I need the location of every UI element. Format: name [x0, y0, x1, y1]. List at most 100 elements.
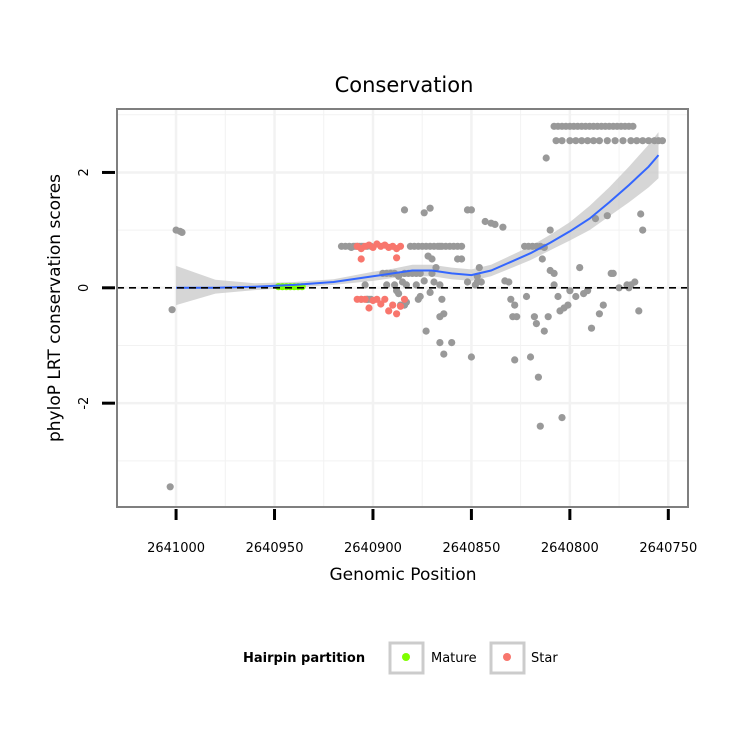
legend-key-mature	[388, 641, 425, 675]
point-star	[393, 310, 401, 318]
point-other	[426, 204, 434, 212]
legend-star-dot	[503, 653, 511, 661]
point-other	[178, 228, 186, 236]
point-other	[627, 137, 635, 145]
point-other	[637, 210, 645, 218]
point-other	[609, 269, 617, 277]
point-other	[550, 281, 558, 289]
point-star	[357, 255, 365, 263]
legend: Hairpin partition Mature Star	[243, 641, 558, 675]
point-other	[458, 242, 466, 250]
point-other	[428, 255, 436, 263]
point-other	[639, 137, 647, 145]
point-star	[385, 307, 393, 315]
point-other	[511, 301, 519, 309]
legend-label-mature: Mature	[431, 651, 477, 666]
point-other	[475, 264, 483, 272]
point-other	[645, 137, 653, 145]
x-tick-label: 2640850	[442, 541, 500, 556]
point-other	[595, 137, 604, 145]
point-other	[572, 292, 580, 301]
point-other	[395, 290, 403, 298]
point-other	[603, 212, 611, 220]
point-other	[635, 307, 643, 315]
point-other	[416, 269, 424, 277]
point-other	[526, 353, 535, 361]
point-other	[538, 255, 546, 263]
point-other	[491, 220, 499, 228]
legend-mature-dot	[402, 653, 410, 661]
point-other	[591, 215, 600, 223]
y-tick-label: 2	[77, 168, 92, 176]
legend-title: Hairpin partition	[243, 651, 365, 666]
point-other	[412, 281, 420, 289]
point-other	[505, 278, 513, 286]
point-other	[536, 422, 544, 430]
point-other	[558, 137, 566, 145]
point-other	[546, 226, 554, 234]
point-other	[554, 292, 562, 301]
point-other	[438, 295, 446, 303]
point-star	[365, 304, 373, 312]
x-tick-label: 2640900	[344, 541, 402, 556]
x-tick-label: 2640800	[541, 541, 599, 556]
chart-title: Conservation	[335, 73, 474, 97]
point-other	[572, 137, 580, 145]
point-other	[522, 292, 531, 301]
point-other	[414, 295, 422, 303]
x-tick-label: 2640750	[639, 541, 697, 556]
point-other	[542, 154, 550, 162]
point-other	[540, 327, 548, 335]
point-star	[389, 301, 397, 309]
point-other	[633, 137, 641, 145]
x-tick-label: 2640950	[246, 541, 304, 556]
point-other	[558, 414, 566, 422]
point-other	[534, 373, 543, 381]
x-axis-title: Genomic Position	[329, 565, 476, 585]
point-other	[619, 137, 627, 145]
legend-label-star: Star	[531, 651, 558, 666]
point-other	[467, 206, 475, 214]
y-axis-title: phyloP LRT conservation scores	[45, 174, 65, 442]
point-other	[471, 281, 479, 289]
point-other	[595, 310, 604, 318]
point-other	[530, 313, 539, 321]
smooth-line	[176, 154, 660, 289]
point-other	[440, 310, 448, 318]
y-axis: -2 0 2	[77, 168, 115, 410]
data-points-group	[166, 122, 667, 491]
point-other	[402, 281, 410, 289]
point-other	[603, 137, 611, 145]
point-other	[436, 281, 444, 289]
point-other	[440, 350, 448, 358]
confidence-ribbon	[176, 132, 659, 306]
point-other	[631, 278, 639, 286]
x-axis: 2641000 2640950 2640900 2640850 2640800 26407…	[147, 509, 697, 556]
point-other	[168, 306, 176, 314]
point-other	[467, 353, 475, 361]
point-other	[432, 264, 440, 272]
point-other	[481, 217, 489, 226]
point-other	[420, 209, 428, 217]
point-other	[584, 137, 592, 145]
point-other	[507, 295, 515, 303]
y-tick-label: -2	[77, 397, 92, 410]
point-other	[400, 206, 409, 214]
confidence-ribbon-group	[176, 132, 659, 306]
point-other	[395, 272, 403, 280]
point-other	[166, 483, 174, 491]
point-other	[448, 339, 456, 347]
point-other	[589, 137, 598, 145]
point-other	[430, 278, 438, 286]
point-other	[576, 264, 584, 272]
point-star	[393, 254, 401, 262]
panel-border	[116, 108, 689, 508]
point-other	[615, 284, 623, 292]
x-tick-label: 2641000	[147, 541, 205, 556]
point-star	[377, 300, 385, 308]
point-other	[420, 277, 428, 285]
point-other	[436, 339, 444, 347]
point-star	[361, 295, 369, 303]
point-other	[578, 137, 586, 145]
